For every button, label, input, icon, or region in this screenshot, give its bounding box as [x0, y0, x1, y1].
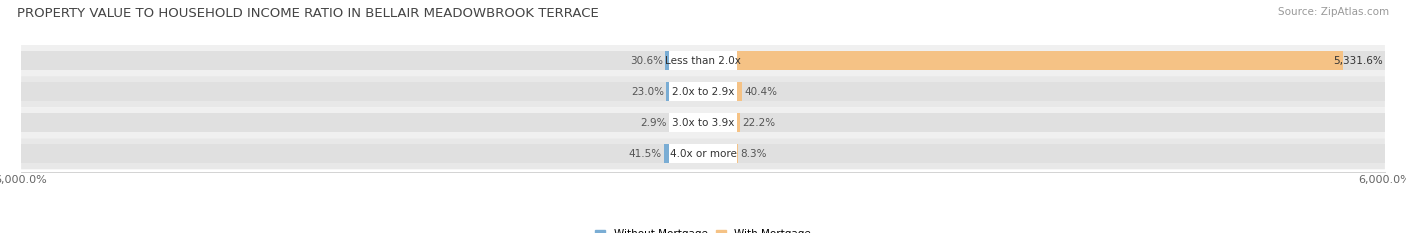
Text: 22.2%: 22.2%	[742, 118, 775, 128]
Text: 3.0x to 3.9x: 3.0x to 3.9x	[672, 118, 734, 128]
Bar	[669, 51, 737, 70]
Text: 8.3%: 8.3%	[741, 149, 766, 159]
Text: 4.0x or more: 4.0x or more	[669, 149, 737, 159]
FancyBboxPatch shape	[21, 76, 1385, 107]
Bar	[669, 82, 737, 101]
Bar	[669, 144, 737, 163]
Bar	[21, 51, 669, 70]
Text: 30.6%: 30.6%	[630, 56, 664, 65]
Bar	[21, 113, 669, 132]
Bar	[21, 144, 669, 163]
Bar	[666, 82, 669, 101]
Bar	[737, 82, 1385, 101]
Text: PROPERTY VALUE TO HOUSEHOLD INCOME RATIO IN BELLAIR MEADOWBROOK TERRACE: PROPERTY VALUE TO HOUSEHOLD INCOME RATIO…	[17, 7, 599, 20]
Bar	[737, 113, 1385, 132]
Text: 23.0%: 23.0%	[631, 87, 664, 97]
Bar	[737, 51, 1385, 70]
FancyBboxPatch shape	[21, 107, 1385, 138]
Bar	[665, 51, 669, 70]
FancyBboxPatch shape	[21, 45, 1385, 76]
Legend: Without Mortgage, With Mortgage: Without Mortgage, With Mortgage	[595, 229, 811, 233]
Bar	[664, 144, 669, 163]
Text: 2.0x to 2.9x: 2.0x to 2.9x	[672, 87, 734, 97]
Bar	[737, 51, 1343, 70]
Text: 41.5%: 41.5%	[628, 149, 662, 159]
Bar	[737, 82, 742, 101]
Bar	[737, 144, 1385, 163]
Text: Less than 2.0x: Less than 2.0x	[665, 56, 741, 65]
Bar	[737, 113, 740, 132]
FancyBboxPatch shape	[21, 138, 1385, 169]
Text: Source: ZipAtlas.com: Source: ZipAtlas.com	[1278, 7, 1389, 17]
Bar	[21, 82, 669, 101]
Text: 40.4%: 40.4%	[744, 87, 778, 97]
Text: 5,331.6%: 5,331.6%	[1333, 56, 1382, 65]
Bar	[669, 113, 737, 132]
Text: 2.9%: 2.9%	[640, 118, 666, 128]
